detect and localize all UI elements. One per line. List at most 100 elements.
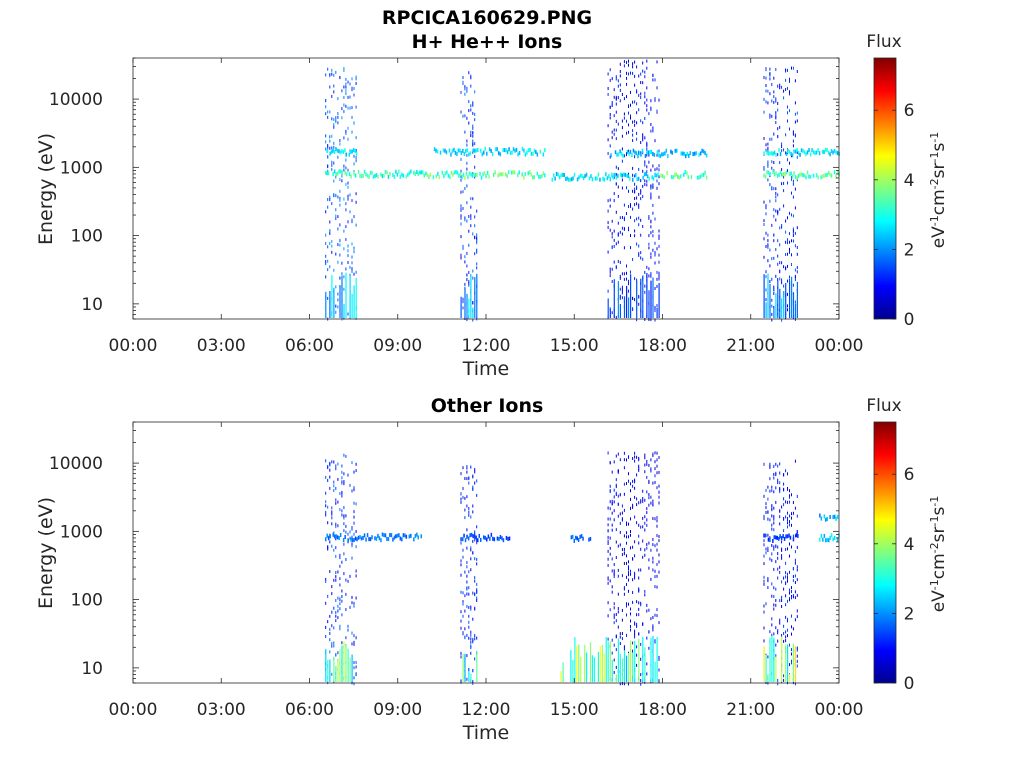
flux-cell xyxy=(796,226,798,230)
flux-cell xyxy=(771,527,773,531)
flux-cell xyxy=(621,126,623,130)
flux-cell xyxy=(466,293,468,318)
flux-cell xyxy=(787,158,788,162)
flux-cell xyxy=(765,654,767,682)
flux-cell xyxy=(763,562,765,566)
flux-cell xyxy=(783,291,785,318)
flux-cell xyxy=(658,244,660,248)
flux-cell xyxy=(613,613,615,617)
flux-cell xyxy=(794,79,796,83)
flux-cell xyxy=(626,583,627,586)
flux-cell xyxy=(615,175,618,180)
flux-cell xyxy=(791,590,792,593)
flux-cell xyxy=(474,90,476,94)
flux-cell xyxy=(767,510,769,514)
flux-cell xyxy=(789,591,790,595)
flux-cell xyxy=(331,512,333,516)
flux-cell xyxy=(607,563,609,567)
flux-cell xyxy=(420,170,422,175)
flux-cell xyxy=(629,176,631,181)
flux-cell xyxy=(607,601,609,605)
flux-cell xyxy=(787,149,789,153)
flux-cell xyxy=(781,595,783,599)
flux-cell xyxy=(351,542,353,546)
flux-cell xyxy=(634,573,636,577)
flux-cell xyxy=(351,489,353,493)
flux-cell xyxy=(640,278,642,318)
flux-cell xyxy=(472,131,474,135)
flux-cell xyxy=(630,507,631,510)
flux-cell xyxy=(329,614,331,618)
flux-cell xyxy=(792,579,794,583)
flux-cell xyxy=(794,149,797,154)
flux-cell xyxy=(642,69,644,73)
flux-cell xyxy=(615,242,617,246)
flux-cell xyxy=(617,233,619,237)
flux-cell xyxy=(634,155,636,159)
flux-cell xyxy=(521,146,524,151)
flux-cell xyxy=(767,243,769,247)
flux-cell xyxy=(654,575,656,579)
flux-cell xyxy=(354,536,357,541)
flux-cell xyxy=(631,153,633,157)
flux-cell xyxy=(462,614,464,618)
flux-cell xyxy=(562,662,564,682)
flux-cell xyxy=(354,149,356,153)
flux-cell xyxy=(341,513,343,517)
flux-cell xyxy=(338,169,340,174)
flux-cell xyxy=(767,655,769,659)
flux-cell xyxy=(781,225,783,229)
flux-cell xyxy=(658,535,660,538)
flux-cell xyxy=(479,171,481,176)
flux-cell xyxy=(646,86,648,90)
flux-cell xyxy=(785,534,787,539)
flux-cell xyxy=(337,292,339,296)
flux-cell xyxy=(621,232,623,236)
flux-cell xyxy=(363,533,366,538)
flux-cell xyxy=(765,302,767,318)
flux-cell xyxy=(623,562,625,565)
flux-cell xyxy=(599,646,601,682)
flux-cell xyxy=(460,563,462,567)
flux-cell xyxy=(594,176,597,181)
flux-cell xyxy=(457,148,460,153)
flux-cell xyxy=(355,530,357,533)
flux-cell xyxy=(476,172,478,177)
flux-cell xyxy=(615,173,617,177)
flux-cell xyxy=(578,644,580,682)
flux-cell xyxy=(638,167,640,171)
flux-cell xyxy=(345,530,347,534)
flux-cell xyxy=(628,602,629,606)
flux-cell xyxy=(654,309,656,313)
flux-cell xyxy=(775,274,777,278)
flux-cell xyxy=(789,520,790,524)
flux-cell xyxy=(769,248,771,252)
flux-cell xyxy=(630,533,631,537)
flux-cell xyxy=(472,485,474,489)
flux-cell xyxy=(650,108,652,112)
flux-cell xyxy=(343,287,345,291)
flux-cell xyxy=(478,533,480,538)
flux-cell xyxy=(655,173,658,178)
flux-cell xyxy=(490,149,492,153)
flux-cell xyxy=(607,549,609,553)
flux-cell xyxy=(695,151,697,156)
flux-cell xyxy=(462,631,464,635)
flux-cell xyxy=(628,149,629,153)
flux-cell xyxy=(652,74,654,77)
flux-cell xyxy=(794,303,797,318)
flux-cell xyxy=(619,493,621,497)
flux-cell xyxy=(644,453,646,457)
flux-cell xyxy=(773,208,775,212)
flux-cell xyxy=(785,500,787,504)
flux-cell xyxy=(611,590,613,594)
flux-cell xyxy=(460,537,462,542)
flux-cell xyxy=(532,151,534,156)
flux-cell xyxy=(771,277,773,281)
flux-cell xyxy=(445,150,448,155)
flux-cell xyxy=(450,170,453,175)
flux-cell xyxy=(349,150,352,154)
flux-cell xyxy=(765,681,767,684)
flux-cell xyxy=(538,174,540,179)
flux-cell xyxy=(329,638,331,642)
